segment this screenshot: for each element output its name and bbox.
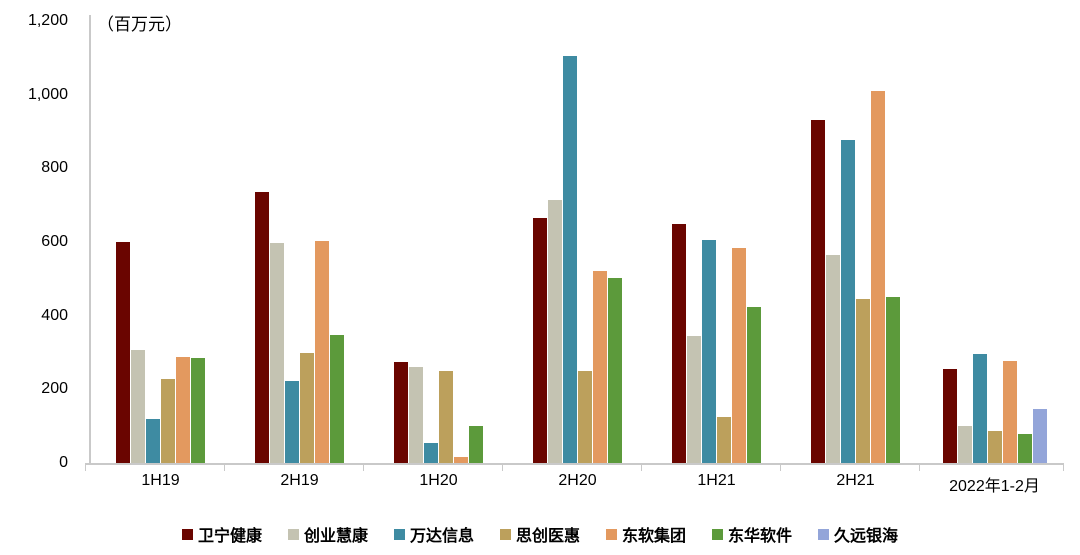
bar-东华软件-1H20: [469, 426, 483, 463]
bar-东软集团-2H21: [871, 90, 885, 463]
x-axis-label-1H21: 1H21: [697, 472, 736, 489]
x-axis-tick: [502, 463, 503, 471]
bar-group-2H20: [508, 21, 647, 463]
bar-东软集团-1H20: [454, 457, 468, 463]
bar-东华软件-2H19: [330, 335, 344, 463]
bar-创业慧康-2H20: [548, 199, 562, 463]
bar-万达信息-2022年1-2月: [972, 354, 987, 463]
bar-东华软件-1H21: [747, 306, 761, 463]
bar-卫宁健康-2H20: [533, 218, 547, 463]
y-tick-label-600: 600: [41, 233, 68, 250]
x-axis-label-2H20: 2H20: [558, 472, 597, 489]
y-tick-label-800: 800: [41, 159, 68, 177]
bar-创业慧康-2022年1-2月: [957, 426, 972, 463]
bar-卫宁健康-2H21: [811, 120, 825, 463]
y-tick-label-200: 200: [41, 380, 68, 398]
x-axis-tick: [780, 463, 781, 471]
bar-创业慧康-1H20: [409, 366, 423, 463]
bar-创业慧康-1H21: [687, 335, 701, 463]
legend: 卫宁健康 创业慧康 万达信息 思创医惠 东软集团 东华软件 久远银海: [0, 522, 1080, 546]
legend-label: 卫宁健康: [197, 528, 262, 545]
bar-东华软件-2022年1-2月: [1017, 433, 1032, 463]
legend-swatch-icon: [393, 528, 405, 540]
bar-group-2022年1-2月: [925, 21, 1064, 463]
x-axis-line: [85, 463, 1064, 465]
legend-label: 东华软件: [728, 528, 793, 545]
bar-卫宁健康-1H19: [116, 242, 130, 463]
bar-万达信息-1H20: [424, 442, 438, 463]
bar-东软集团-2H19: [315, 240, 329, 463]
x-axis-label-2022年1-2月: 2022年1-2月: [949, 478, 1040, 495]
x-axis-label-1H19: 1H19: [141, 472, 180, 489]
legend-swatch-icon: [499, 528, 511, 540]
bar-group-2H21: [786, 21, 925, 463]
bar-东软集团-1H21: [732, 247, 746, 463]
bar-万达信息-2H20: [563, 56, 577, 463]
bar-万达信息-1H21: [702, 240, 716, 463]
bar-思创医惠-2H19: [300, 352, 314, 463]
bar-东华软件-2H21: [886, 297, 900, 463]
bar-万达信息-2H21: [841, 140, 855, 463]
bar-东华软件-2H20: [608, 278, 622, 463]
bar-group-1H20: [369, 21, 508, 463]
y-tick-label-400: 400: [41, 306, 68, 324]
bar-久远银海-2022年1-2月: [1032, 409, 1047, 463]
legend-item-万达信息: 万达信息: [393, 522, 474, 546]
bar-万达信息-2H19: [285, 380, 299, 463]
legend-swatch-icon: [606, 528, 617, 540]
bar-思创医惠-1H20: [439, 370, 453, 463]
bar-东华软件-1H19: [191, 357, 205, 463]
x-axis-label-2H19: 2H19: [280, 472, 319, 489]
bar-卫宁健康-2H19: [255, 192, 269, 463]
legend-label: 创业慧康: [303, 528, 368, 545]
bar-思创医惠-2H20: [578, 371, 592, 463]
bar-group-1H19: [91, 21, 230, 463]
plot-area: [91, 21, 1064, 463]
legend-item-东软集团: 东软集团: [606, 522, 686, 546]
legend-item-久远银海: 久远银海: [818, 522, 898, 546]
legend-swatch-icon: [712, 528, 724, 540]
legend-item-东华软件: 东华软件: [712, 522, 792, 546]
bar-思创医惠-1H21: [717, 416, 731, 463]
legend-label: 思创医惠: [515, 528, 580, 545]
bar-卫宁健康-1H21: [672, 223, 686, 463]
bar-万达信息-1H19: [146, 418, 160, 463]
y-tick-label-1000: 1,000: [27, 85, 68, 103]
x-axis-tick: [1063, 463, 1064, 471]
y-tick-label-1200: 1,200: [27, 12, 68, 29]
legend-item-卫宁健康: 卫宁健康: [181, 522, 262, 546]
legend-label: 万达信息: [409, 528, 474, 545]
x-axis-label-1H20: 1H20: [419, 472, 458, 489]
legend-label: 久远银海: [834, 528, 899, 545]
bar-创业慧康-2H19: [270, 243, 284, 463]
y-tick-label-0: 0: [59, 454, 68, 471]
legend-label: 东软集团: [622, 528, 687, 545]
bar-思创医惠-2022年1-2月: [987, 430, 1002, 463]
bar-group-1H21: [647, 21, 786, 463]
bar-东软集团-1H19: [176, 356, 190, 463]
x-axis-tick: [919, 463, 920, 471]
x-axis-tick: [363, 463, 364, 471]
legend-swatch-icon: [181, 528, 193, 540]
x-axis-label-2H21: 2H21: [836, 472, 875, 489]
bar-创业慧康-1H19: [131, 349, 145, 463]
unit-label: （百万元）: [97, 15, 182, 34]
x-axis-tick: [224, 463, 225, 471]
bar-东软集团-2022年1-2月: [1002, 360, 1017, 463]
bar-思创医惠-2H21: [856, 299, 870, 463]
legend-swatch-icon: [287, 528, 299, 540]
legend-item-创业慧康: 创业慧康: [287, 522, 368, 546]
legend-swatch-icon: [818, 528, 830, 540]
x-axis-tick: [641, 463, 642, 471]
bar-思创医惠-1H19: [161, 378, 175, 463]
bar-卫宁健康-2022年1-2月: [942, 369, 957, 463]
bar-group-2H19: [230, 21, 369, 463]
legend-item-思创医惠: 思创医惠: [499, 522, 580, 546]
x-axis-tick: [85, 463, 86, 471]
bar-东软集团-2H20: [593, 271, 607, 463]
bar-创业慧康-2H21: [826, 254, 840, 463]
y-axis-line: [89, 15, 91, 464]
bar-卫宁健康-1H20: [394, 361, 408, 463]
